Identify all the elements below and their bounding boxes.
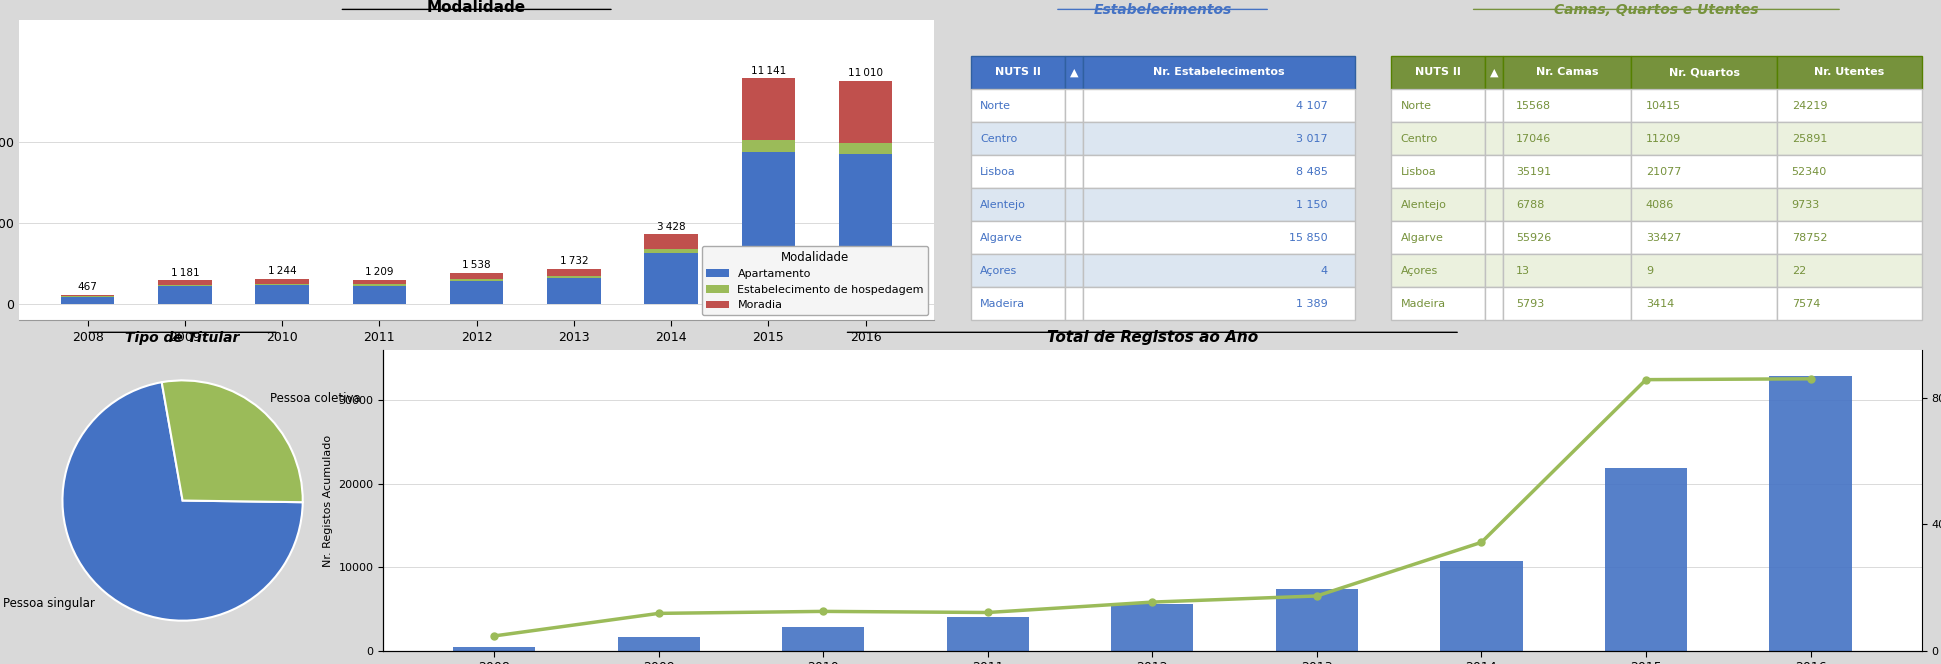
Bar: [839, 143, 893, 154]
Nr. Registos: [1469, 539, 1493, 546]
Bar: [782, 627, 864, 651]
Bar: [741, 141, 796, 152]
Bar: [159, 280, 212, 285]
Wedge shape: [62, 382, 303, 621]
Bar: [1440, 560, 1522, 651]
Text: Pessoa singular: Pessoa singular: [4, 596, 95, 610]
Nr. Registos: [646, 610, 670, 618]
Bar: [1770, 376, 1852, 651]
Nr. Registos: [1141, 598, 1165, 606]
Bar: [644, 248, 699, 254]
Bar: [353, 286, 406, 304]
Bar: [547, 278, 600, 304]
Y-axis label: Nr. Registos Acumulado: Nr. Registos Acumulado: [322, 434, 332, 566]
Nr. Registos: [1634, 376, 1658, 384]
Bar: [839, 80, 893, 143]
Bar: [947, 616, 1029, 651]
Text: 1 244: 1 244: [268, 266, 297, 276]
Bar: [644, 254, 699, 304]
Bar: [60, 295, 115, 296]
Title: Modalidade: Modalidade: [427, 0, 526, 15]
Bar: [353, 284, 406, 286]
Bar: [450, 279, 503, 281]
Title: Estabelecimentos: Estabelecimentos: [1093, 3, 1233, 17]
Bar: [741, 78, 796, 141]
Title: Total de Registos ao Ano: Total de Registos ao Ano: [1046, 330, 1258, 345]
Bar: [450, 273, 503, 279]
Title: Camas, Quartos e Utentes: Camas, Quartos e Utentes: [1555, 3, 1759, 17]
Title: Tipo de Titular: Tipo de Titular: [126, 331, 241, 345]
Bar: [644, 234, 699, 248]
Bar: [450, 281, 503, 304]
Text: 467: 467: [78, 282, 97, 292]
Text: 1 538: 1 538: [462, 260, 491, 270]
Bar: [547, 269, 600, 276]
Bar: [159, 285, 212, 286]
Bar: [741, 152, 796, 304]
Bar: [353, 280, 406, 284]
Nr. Registos: [976, 608, 1000, 616]
Bar: [1110, 604, 1194, 651]
Text: 1 732: 1 732: [559, 256, 588, 266]
Line: Nr. Registos: Nr. Registos: [491, 375, 1815, 639]
Nr. Registos: [811, 608, 835, 616]
Bar: [60, 297, 115, 304]
Text: 1 181: 1 181: [171, 268, 200, 278]
Bar: [256, 286, 309, 304]
Bar: [256, 279, 309, 284]
Bar: [617, 637, 701, 651]
Bar: [452, 647, 536, 651]
Nr. Registos: [483, 632, 507, 640]
Text: 11 010: 11 010: [848, 68, 883, 78]
Bar: [256, 284, 309, 286]
Bar: [547, 276, 600, 278]
Wedge shape: [161, 380, 303, 502]
Legend: Apartamento, Estabelecimento de hospedagem, Moradia: Apartamento, Estabelecimento de hospedag…: [703, 246, 928, 315]
Bar: [1275, 589, 1359, 651]
Text: 11 141: 11 141: [751, 66, 786, 76]
Text: 3 428: 3 428: [656, 222, 685, 232]
Nr. Registos: [1799, 374, 1823, 382]
Nr. Registos: [1304, 592, 1328, 600]
Text: 1 209: 1 209: [365, 267, 394, 277]
Bar: [1605, 467, 1687, 651]
Bar: [839, 154, 893, 304]
Bar: [159, 286, 212, 304]
Text: Pessoa coletiva: Pessoa coletiva: [270, 392, 361, 404]
